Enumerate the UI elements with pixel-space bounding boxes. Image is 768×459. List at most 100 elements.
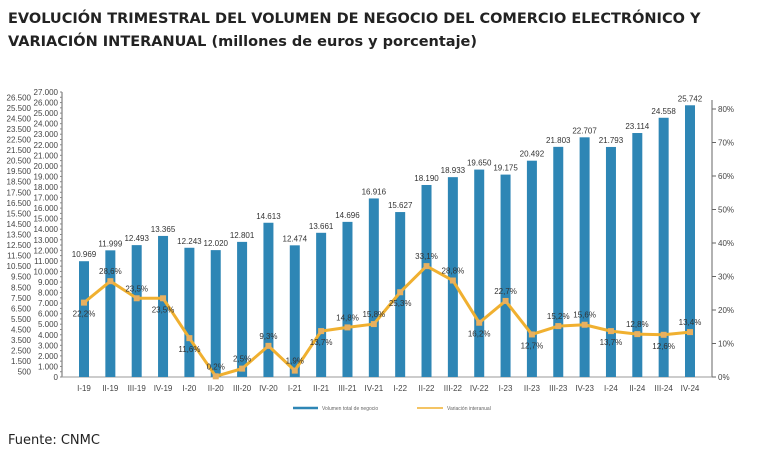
bar (158, 235, 169, 377)
line-value-label: 11,6% (178, 345, 200, 354)
bar-value-label: 13.661 (309, 222, 334, 231)
right-tick-label: 40% (718, 239, 734, 248)
line-value-label: 15,8% (362, 310, 385, 319)
left-tick-label: 7.000 (38, 299, 59, 308)
left-tick-label: 19.500 (7, 167, 32, 176)
bar (237, 241, 248, 377)
x-tick-label: I-21 (288, 384, 302, 393)
left-tick-label: 26.000 (34, 99, 59, 108)
legend-label-line: Variación interanual (447, 406, 491, 412)
left-tick-label: 17.000 (34, 194, 59, 203)
bar-value-label: 19.175 (493, 164, 518, 173)
bar-value-label: 15.627 (388, 201, 413, 210)
left-tick-label: 9.000 (38, 278, 59, 287)
x-tick-label: I-23 (499, 384, 513, 393)
left-tick-label: 2.000 (38, 352, 59, 361)
bar-value-label: 12.474 (283, 234, 308, 243)
x-tick-label: III-21 (338, 384, 357, 393)
x-tick-label: I-24 (604, 384, 618, 393)
line-value-label: 12,8% (626, 320, 649, 329)
bar (605, 146, 616, 377)
line-point (186, 335, 193, 342)
bar-value-label: 14.613 (256, 212, 281, 221)
left-tick-label: 18.500 (7, 178, 32, 187)
bar-value-label: 12.493 (124, 234, 149, 243)
bar-value-label: 21.793 (599, 136, 624, 145)
left-tick-label: 23.500 (7, 125, 32, 134)
x-tick-label: III-22 (444, 384, 463, 393)
left-tick-label: 10.500 (7, 262, 32, 271)
right-tick-label: 10% (718, 340, 734, 349)
left-tick-label: 12.500 (7, 241, 32, 250)
left-tick-label: 21.000 (34, 151, 59, 160)
left-tick-label: 13.000 (34, 236, 59, 245)
left-tick-label: 22.000 (34, 141, 59, 150)
line-point (528, 331, 535, 338)
source-note: Fuente: CNMC (8, 433, 100, 448)
left-tick-label: 2.500 (11, 347, 32, 356)
bar (263, 222, 274, 377)
bar (79, 261, 89, 377)
left-tick-label: 16.500 (7, 199, 32, 208)
bar (447, 177, 458, 377)
line-value-label: 15,6% (573, 311, 596, 320)
left-tick-label: 0 (54, 373, 59, 382)
x-tick-label: III-19 (128, 384, 147, 393)
x-tick-label: IV-22 (470, 384, 489, 393)
line-value-label: 13,4% (679, 318, 702, 327)
bar (210, 250, 221, 377)
bar (316, 232, 327, 377)
line-value-label: 9,3% (259, 332, 277, 341)
line-point (370, 321, 377, 328)
bar-value-label: 10.969 (72, 250, 97, 259)
line-point (81, 299, 87, 306)
line-value-label: 1,9% (286, 357, 304, 366)
x-tick-label: IV-24 (681, 384, 700, 393)
line-point (607, 328, 614, 335)
left-tick-label: 3.500 (11, 336, 32, 345)
chart-title: EVOLUCIÓN TRIMESTRAL DEL VOLUMEN DE NEGO… (8, 11, 701, 50)
x-tick-label: II-22 (419, 384, 436, 393)
left-tick-label: 9.500 (11, 273, 32, 282)
left-tick-label: 6.500 (11, 304, 32, 313)
line-value-label: 13,7% (310, 338, 333, 347)
bar-value-label: 14.696 (335, 211, 360, 220)
x-tick-label: III-20 (233, 384, 252, 393)
right-tick-label: 30% (718, 273, 734, 282)
left-tick-label: 4.000 (38, 331, 59, 340)
x-tick-label: IV-20 (259, 384, 278, 393)
bar (342, 221, 353, 377)
left-tick-label: 11.000 (34, 257, 58, 266)
right-tick-label: 20% (718, 306, 734, 315)
bar-value-label: 20.492 (520, 150, 545, 159)
line-point (212, 373, 219, 380)
left-tick-label: 27.000 (34, 88, 59, 97)
line-point (502, 297, 509, 304)
line-value-label: 14,8% (336, 313, 359, 322)
left-tick-label: 20.000 (34, 162, 59, 171)
right-tick-label: 50% (718, 206, 734, 215)
bar (421, 184, 432, 377)
line-point (449, 277, 456, 284)
left-tick-label: 23.000 (34, 130, 59, 139)
right-tick-label: 70% (718, 139, 734, 148)
bar-value-label: 19.650 (467, 159, 492, 168)
bar-value-label: 22.707 (572, 126, 597, 135)
line-value-label: 13,7% (600, 338, 623, 347)
x-tick-label: II-20 (208, 384, 225, 393)
bar-value-label: 16.916 (362, 187, 387, 196)
left-tick-label: 500 (18, 368, 32, 377)
bar (579, 137, 590, 377)
right-tick-label: 80% (718, 105, 734, 114)
x-tick-label: II-24 (629, 384, 646, 393)
line-value-label: 33,1% (415, 252, 438, 261)
left-tick-label: 3.000 (38, 341, 59, 350)
bar (553, 146, 564, 377)
left-tick-label: 25.000 (34, 109, 59, 118)
bar (474, 169, 485, 377)
line-point (318, 328, 325, 335)
line-value-label: 22,7% (494, 287, 517, 296)
left-tick-label: 18.000 (34, 183, 59, 192)
left-tick-label: 4.500 (11, 326, 32, 335)
